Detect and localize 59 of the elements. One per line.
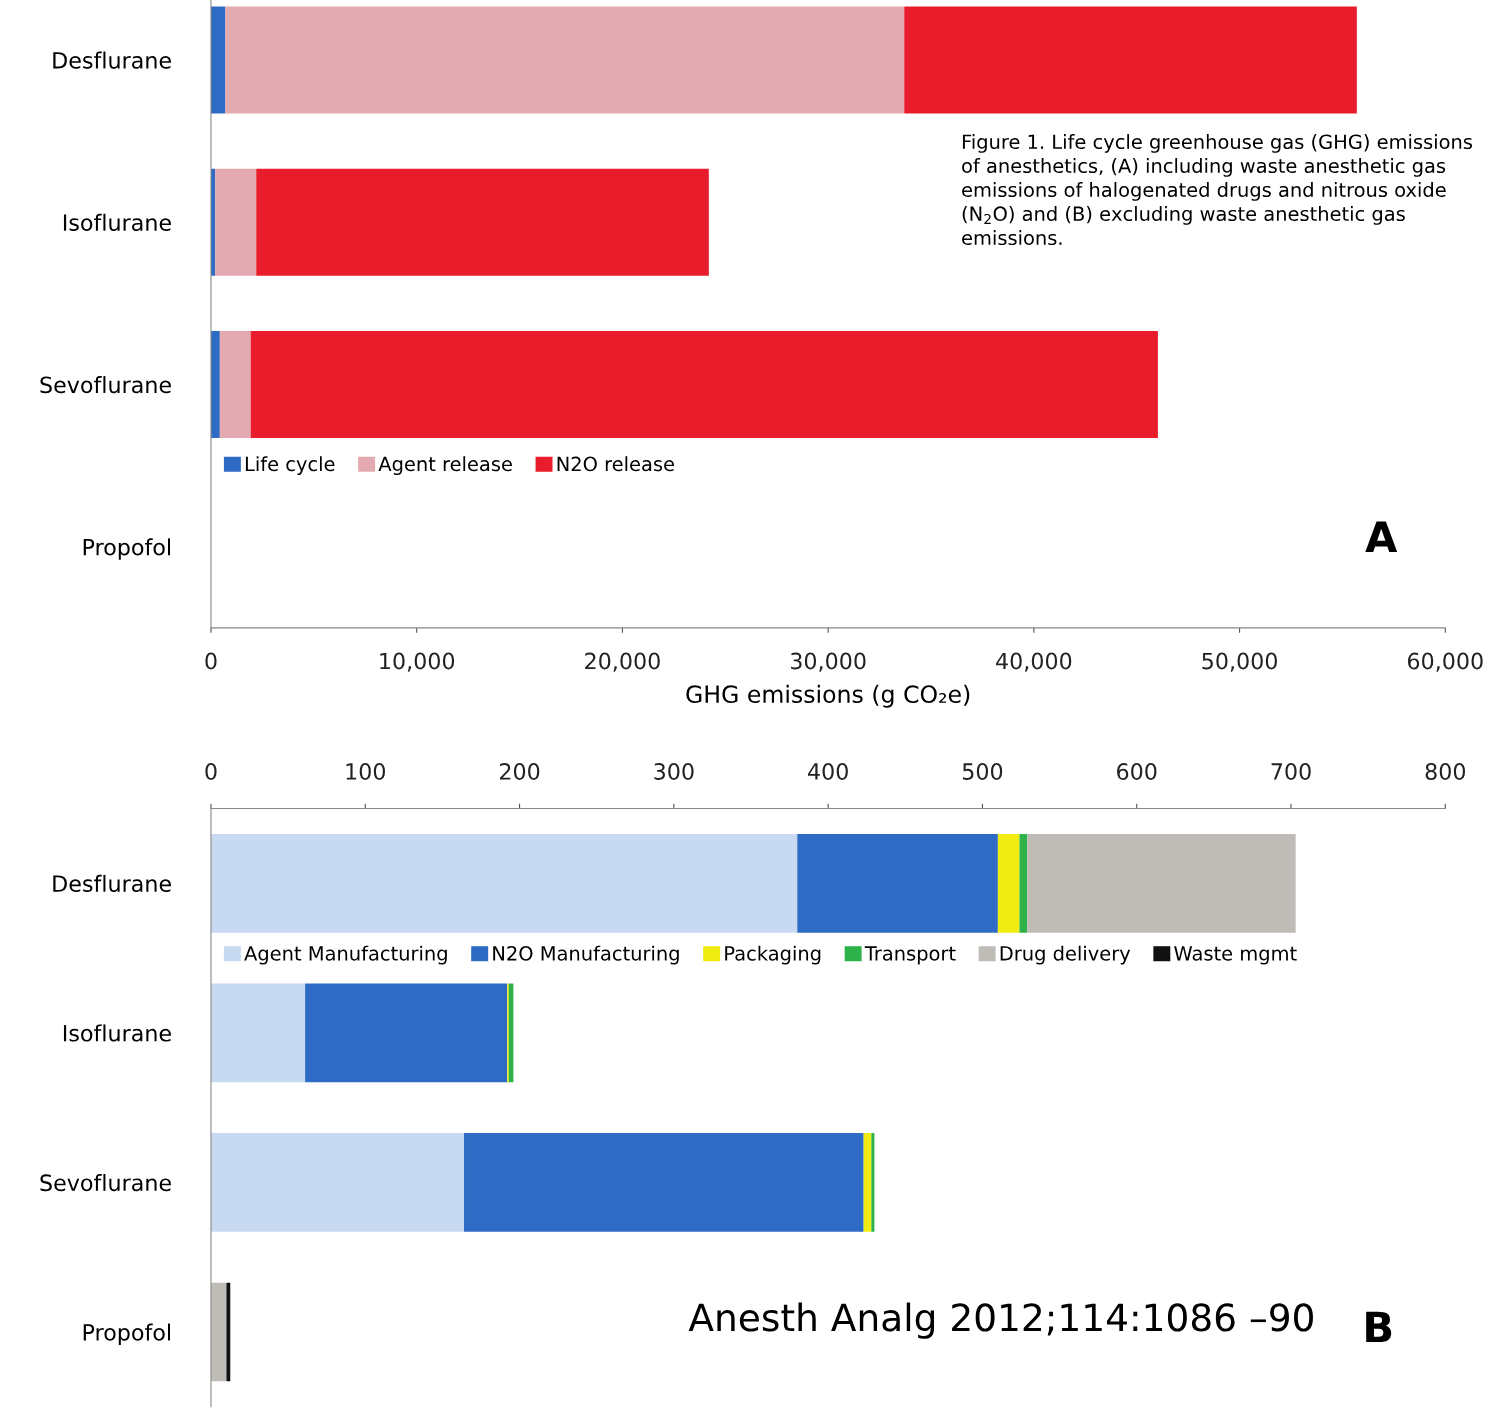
- x2-tick-label: 300: [654, 763, 694, 780]
- bar: [1027, 833, 1296, 933]
- bar: [305, 983, 508, 1083]
- legend-label: Agent Manufacturing: [244, 945, 447, 965]
- bar: [256, 168, 709, 276]
- bar: [226, 1282, 231, 1382]
- x-tick-label: 30,000: [790, 652, 866, 672]
- annotation: Figure 1. Life cycle greenhouse gas (GHG) emissions of anesthetics, (A) including waste anesthetic gas emissions of halogenated drugs and nitrous oxide (N$_{2}$O) and (B) excluding waste anesthetic gas emissions.: [962, 134, 1472, 246]
- x2-tick-label: 600: [1117, 763, 1157, 780]
- x2-tick-label: 500: [962, 763, 1003, 780]
- x2-tick-label: 700: [1271, 763, 1311, 780]
- x-tick-label: 20,000: [585, 652, 660, 672]
- bar: [464, 1133, 864, 1232]
- y-tick-label: Desflurane: [53, 874, 171, 893]
- x-tick-label: 40,000: [996, 652, 1072, 672]
- annotation: Anesth Analg 2012;114:1086 –90: [688, 1302, 1313, 1339]
- bar: [210, 833, 798, 933]
- y-tick-label: Isoflurane: [63, 213, 171, 231]
- bar: [210, 6, 226, 114]
- bar: [863, 1133, 872, 1232]
- bar: [1019, 833, 1028, 933]
- x2-tick-label: 100: [346, 763, 386, 780]
- x2-tick-label: 800: [1425, 763, 1466, 780]
- x2-tick-label: 400: [808, 763, 848, 780]
- bar: [250, 330, 1158, 439]
- legend-label: Packaging: [725, 945, 821, 965]
- bar: [225, 6, 905, 114]
- y-tick-label: Sevoflurane: [40, 1173, 171, 1192]
- bar: [219, 330, 251, 439]
- legend-label: Agent release: [378, 456, 512, 476]
- y-tick-label: Propofol: [83, 1323, 171, 1346]
- legend-label: N2O Manufacturing: [493, 945, 679, 965]
- annotation: A: [1365, 521, 1398, 552]
- y-tick-label: Isoflurane: [63, 1024, 171, 1042]
- bar: [904, 6, 1357, 114]
- bar: [997, 833, 1020, 933]
- bar: [797, 833, 998, 933]
- y-tick-label: Desflurane: [53, 51, 171, 69]
- y-tick-label: Propofol: [83, 538, 171, 560]
- bar: [215, 168, 257, 276]
- bar: [871, 1133, 875, 1232]
- bar: [210, 983, 306, 1083]
- legend-label: Drug delivery: [1000, 945, 1131, 965]
- x-tick-label: 50,000: [1202, 652, 1277, 672]
- legend-label: N2O release: [557, 456, 674, 472]
- legend-label: Transport: [864, 946, 956, 965]
- bar: [210, 1133, 465, 1232]
- x2-tick-label: 0: [205, 763, 217, 780]
- legend-label: Waste mgmt: [1174, 946, 1297, 965]
- bar: [210, 330, 220, 439]
- bar: [210, 1282, 227, 1382]
- text: B: [1366, 1311, 1392, 1343]
- y-tick-label: Sevoflurane: [40, 376, 171, 394]
- legend-label: Life cycle: [245, 456, 335, 476]
- x-tick-label: 10,000: [380, 652, 455, 672]
- x2-tick-label: 200: [499, 763, 540, 780]
- x-tick-label: 0: [205, 652, 217, 670]
- x-axis-title: GHG emissions (g CO₂e): [686, 684, 970, 708]
- x-tick-label: 60,000: [1407, 652, 1483, 672]
